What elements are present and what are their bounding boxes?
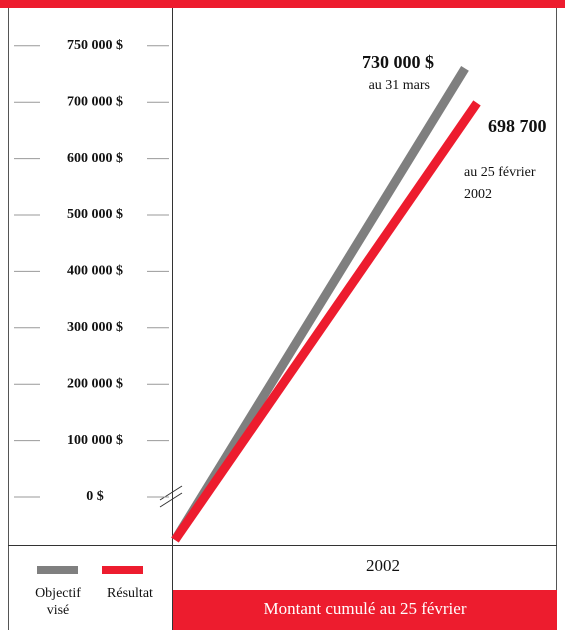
y-tick-label: 0 $ bbox=[86, 489, 104, 504]
y-tick-label: 300 000 $ bbox=[67, 320, 123, 335]
y-tick-label: 100 000 $ bbox=[67, 433, 123, 448]
annotation-note: au 25 février bbox=[464, 165, 536, 180]
annotation-value: 730 000 $ bbox=[362, 52, 434, 72]
y-tick-label: 200 000 $ bbox=[67, 376, 123, 391]
legend-swatch bbox=[37, 566, 78, 574]
annotation-year: 2002 bbox=[464, 187, 492, 202]
legend-swatch bbox=[102, 566, 143, 574]
x-category: 2002 bbox=[366, 556, 400, 575]
legend-label: Résultat bbox=[107, 586, 153, 601]
x-label-box bbox=[173, 590, 557, 630]
y-tick-label: 600 000 $ bbox=[67, 151, 123, 166]
top-bar bbox=[0, 0, 565, 8]
legend-label: Objectif visé bbox=[35, 586, 81, 618]
y-tick-label: 500 000 $ bbox=[67, 207, 123, 222]
axis-break bbox=[159, 485, 183, 501]
y-tick-label: 400 000 $ bbox=[67, 264, 123, 279]
series-line bbox=[171, 66, 469, 543]
y-tick-label: 750 000 $ bbox=[67, 38, 123, 53]
annotation-note: au 31 mars bbox=[369, 78, 430, 93]
annotation-value: 698 700 bbox=[488, 116, 547, 136]
series-line bbox=[171, 100, 481, 543]
y-tick-label: 700 000 $ bbox=[67, 94, 123, 109]
axis-break bbox=[159, 492, 183, 508]
x-label: Montant cumulé au 25 février bbox=[264, 599, 467, 618]
